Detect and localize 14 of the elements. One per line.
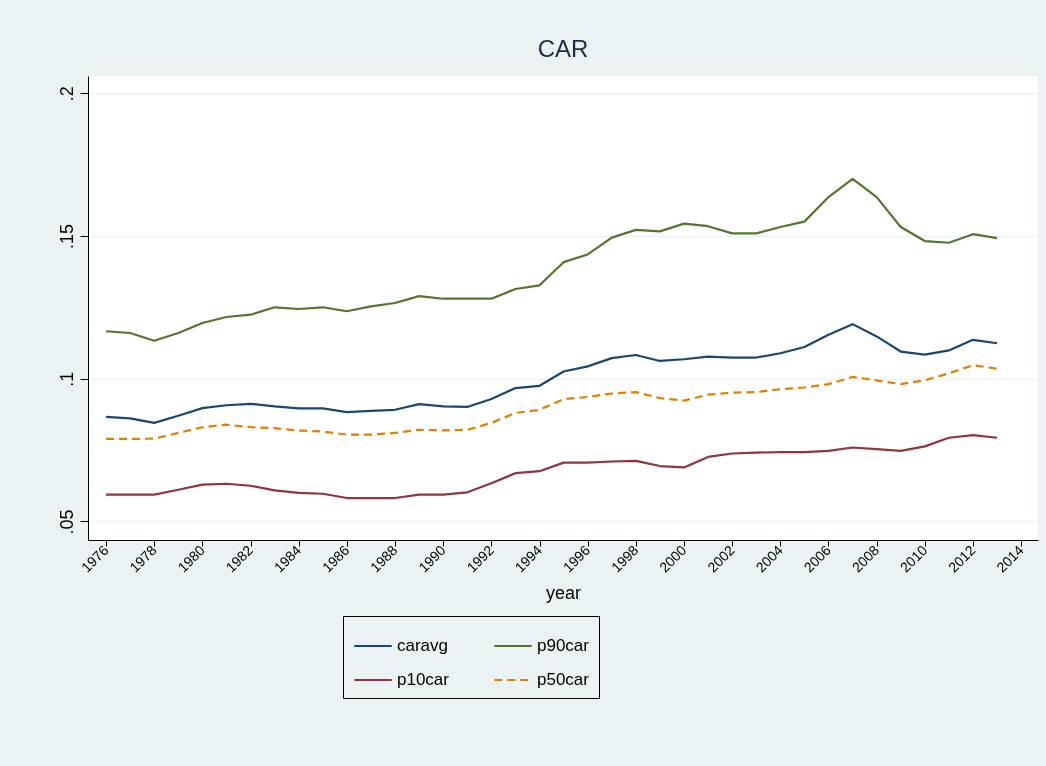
line-series xyxy=(104,323,999,425)
legend-label: p10car xyxy=(397,670,450,689)
y-tick-label: .1 xyxy=(56,371,77,387)
line-series xyxy=(104,434,999,500)
legend-label: caravg xyxy=(397,636,449,655)
legend-label: p90car xyxy=(537,636,590,655)
line-series xyxy=(104,177,999,342)
y-tick-label: .05 xyxy=(56,509,77,535)
y-tick-label: .15 xyxy=(56,223,77,249)
y-tick-label: .2 xyxy=(56,86,77,102)
line-series xyxy=(104,364,999,441)
chart-title: CAR xyxy=(537,35,589,62)
x-axis-title: year xyxy=(545,583,582,604)
legend-label: p50car xyxy=(537,670,590,689)
